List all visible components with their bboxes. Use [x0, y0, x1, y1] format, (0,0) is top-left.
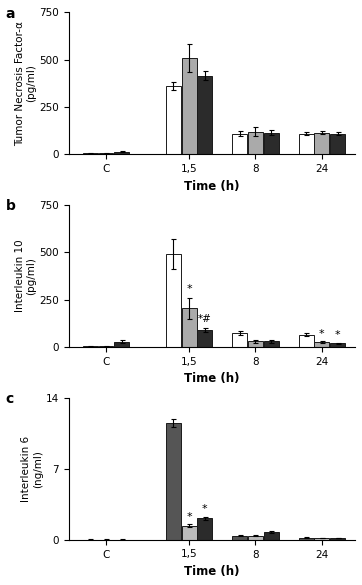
Bar: [264, 133, 279, 154]
Text: *: *: [186, 284, 192, 294]
Bar: [299, 538, 313, 540]
X-axis label: Time (h): Time (h): [184, 373, 240, 386]
Bar: [232, 333, 247, 347]
Bar: [330, 133, 345, 154]
Y-axis label: Tumor Necrosis Factor-α
(pg/ml): Tumor Necrosis Factor-α (pg/ml): [15, 21, 37, 146]
Bar: [166, 423, 181, 540]
Bar: [83, 346, 98, 347]
Text: a: a: [6, 6, 15, 20]
Bar: [166, 254, 181, 347]
Text: *: *: [319, 329, 325, 339]
Y-axis label: Interleukin 10
(pg/ml): Interleukin 10 (pg/ml): [15, 240, 37, 312]
Text: c: c: [6, 392, 14, 406]
Bar: [166, 86, 181, 154]
X-axis label: Time (h): Time (h): [184, 565, 240, 578]
Bar: [197, 75, 212, 154]
Bar: [197, 518, 212, 540]
Bar: [314, 538, 329, 540]
Bar: [98, 153, 114, 154]
Bar: [248, 132, 263, 154]
Bar: [182, 308, 197, 347]
Text: *: *: [202, 504, 208, 514]
Bar: [114, 342, 129, 347]
Bar: [232, 536, 247, 540]
Bar: [98, 346, 114, 347]
Bar: [114, 152, 129, 154]
Y-axis label: Interleukin 6
(ng/ml): Interleukin 6 (ng/ml): [21, 436, 43, 502]
Bar: [248, 536, 263, 540]
Bar: [232, 133, 247, 154]
Bar: [83, 153, 98, 154]
X-axis label: Time (h): Time (h): [184, 180, 240, 192]
Text: *: *: [186, 512, 192, 522]
Bar: [299, 335, 313, 347]
Bar: [314, 342, 329, 347]
Text: *#: *#: [198, 314, 212, 324]
Bar: [264, 342, 279, 347]
Bar: [182, 58, 197, 154]
Bar: [248, 342, 263, 347]
Bar: [197, 330, 212, 347]
Bar: [330, 343, 345, 347]
Bar: [182, 525, 197, 540]
Text: *: *: [335, 330, 340, 340]
Bar: [264, 532, 279, 540]
Bar: [330, 538, 345, 540]
Bar: [299, 133, 313, 154]
Bar: [314, 133, 329, 154]
Text: b: b: [6, 199, 16, 214]
